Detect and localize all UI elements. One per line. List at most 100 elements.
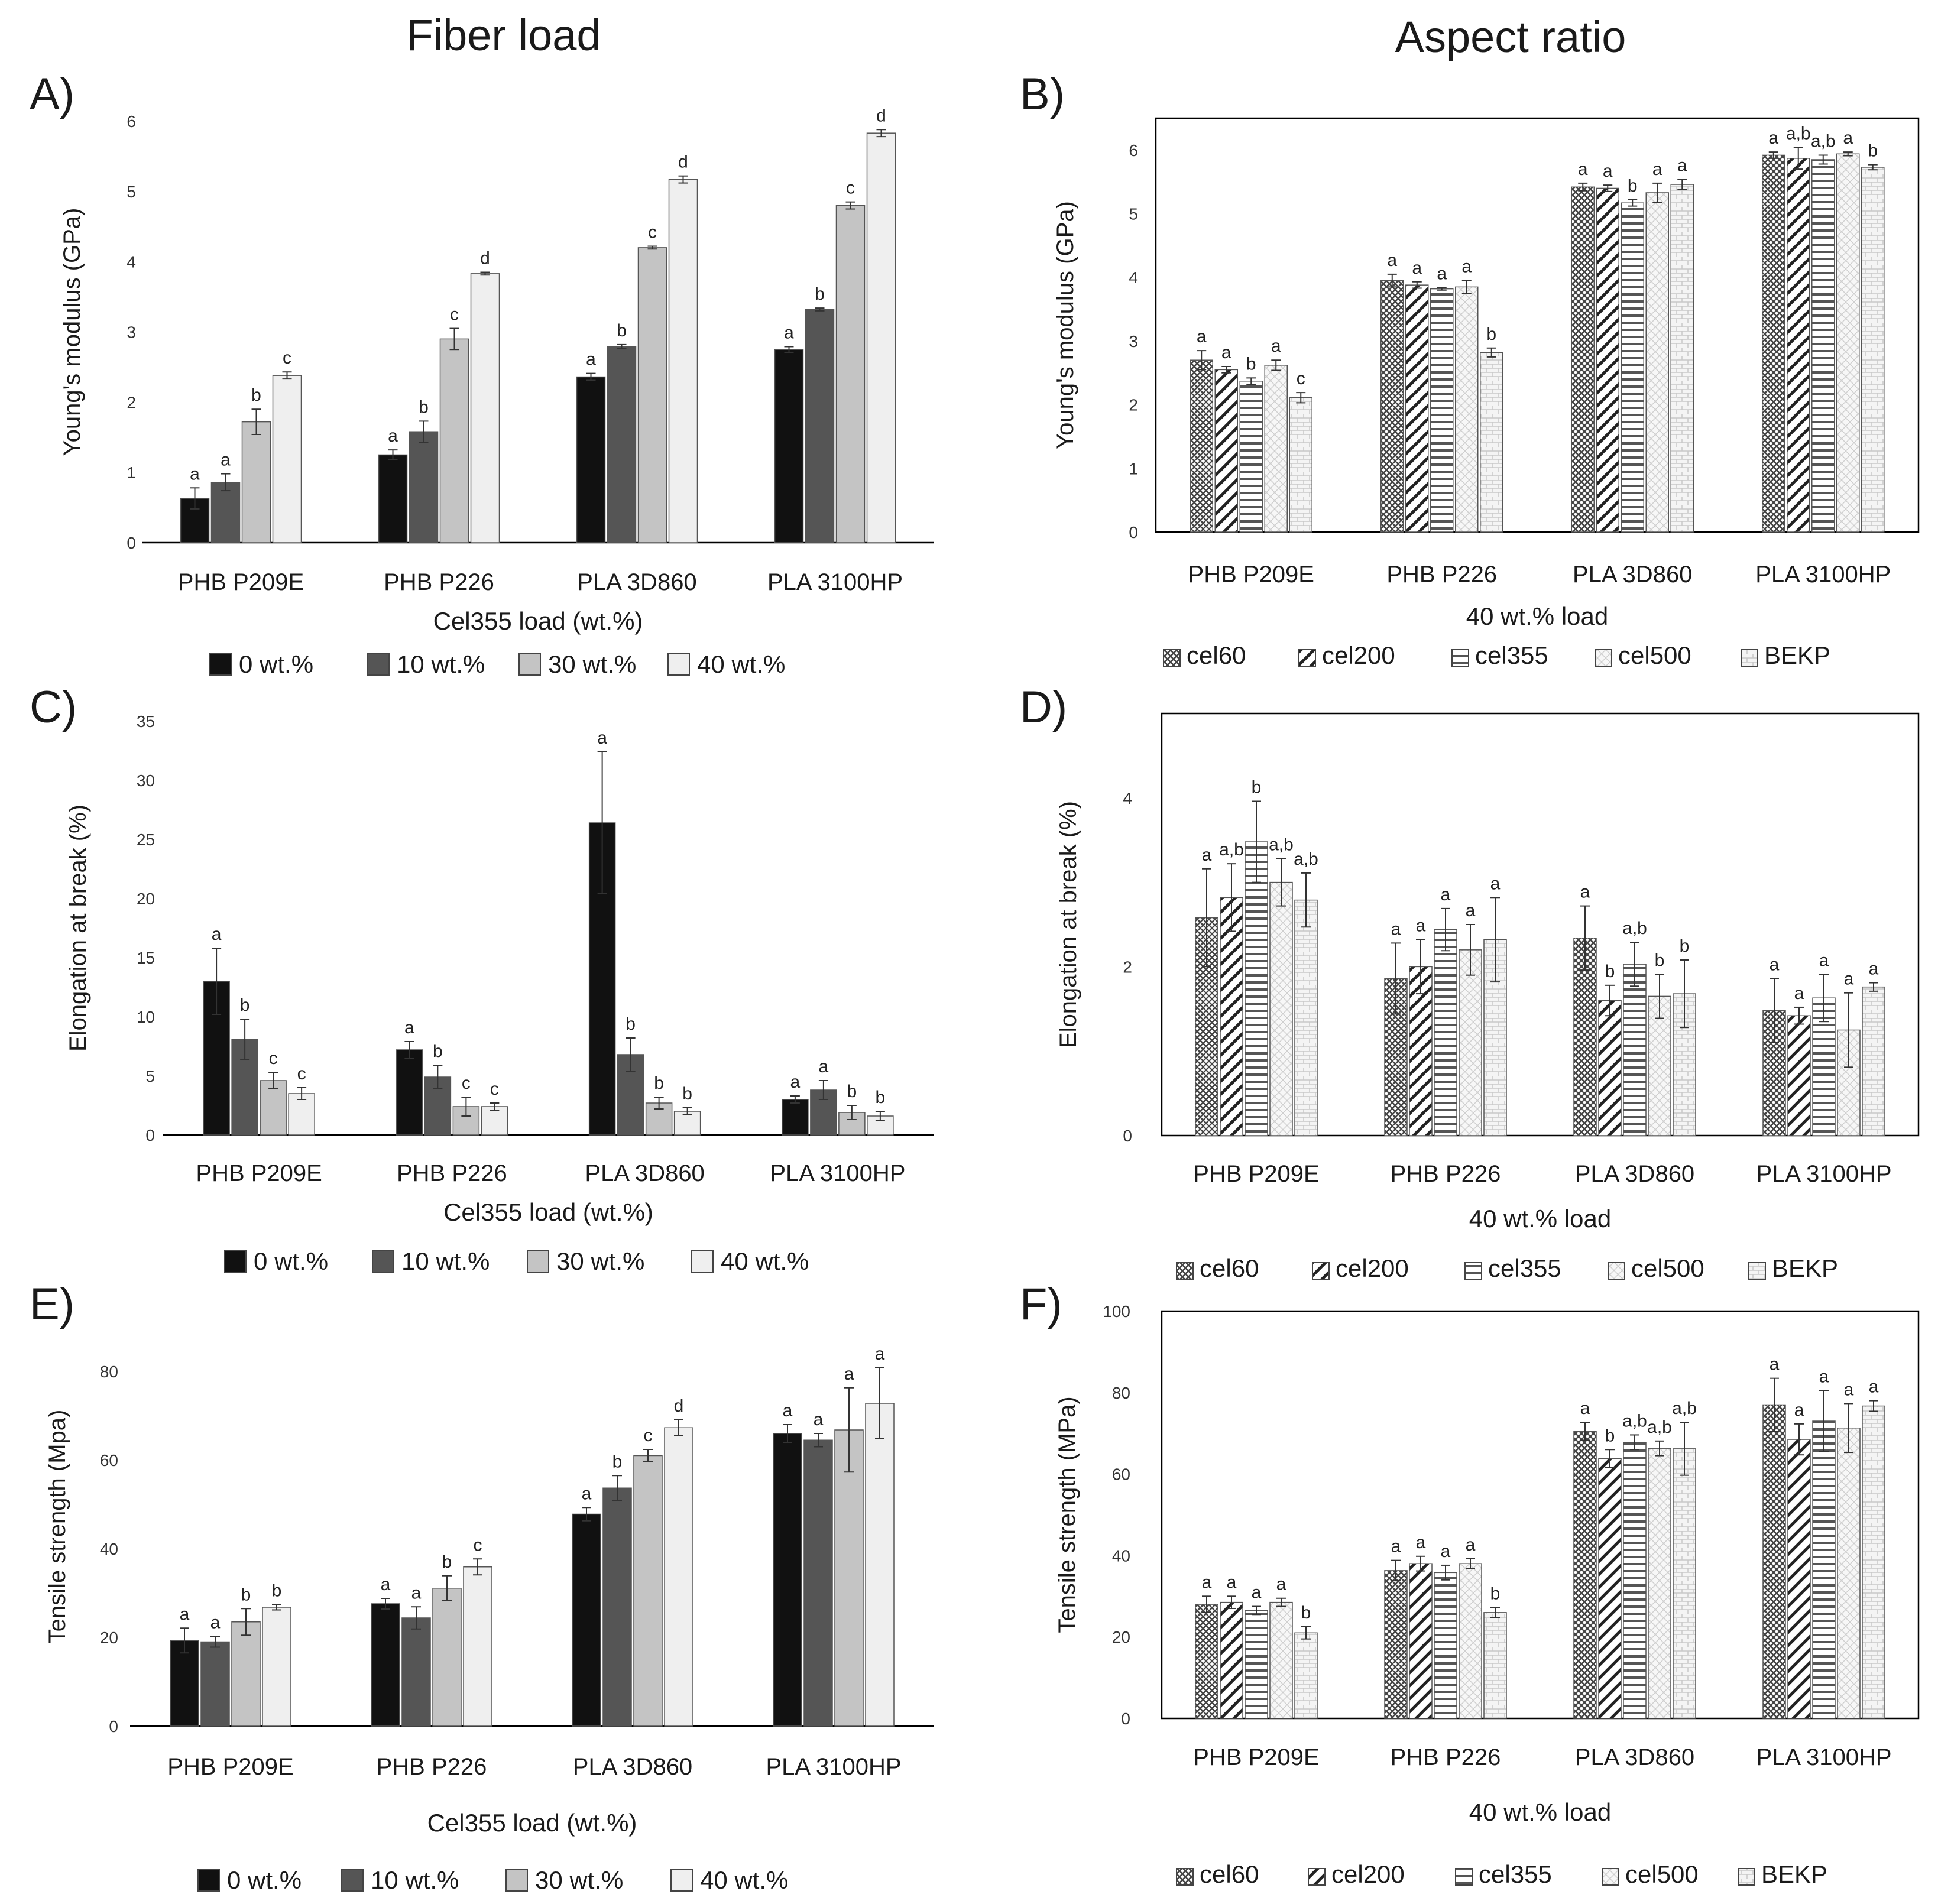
significance-label: a bbox=[1202, 1572, 1212, 1592]
bar bbox=[1812, 1420, 1836, 1719]
legend-swatch bbox=[670, 1869, 693, 1892]
bar bbox=[1787, 1015, 1811, 1136]
legend-swatch bbox=[1455, 1868, 1473, 1886]
significance-label: a bbox=[221, 450, 231, 470]
legend-swatch bbox=[197, 1869, 220, 1892]
significance-label: d bbox=[678, 153, 688, 172]
bar bbox=[1455, 286, 1479, 533]
category-label: PHB P226 bbox=[377, 1754, 487, 1780]
significance-label: a bbox=[1580, 1399, 1590, 1418]
significance-label: a bbox=[1276, 1575, 1286, 1594]
significance-label: a bbox=[381, 1575, 391, 1594]
significance-label: b bbox=[815, 284, 825, 304]
bar bbox=[673, 1111, 701, 1136]
bar bbox=[602, 1487, 632, 1727]
legend-item: 30 wt.% bbox=[518, 650, 636, 678]
significance-label: a bbox=[784, 323, 794, 342]
plot-frame bbox=[1161, 1310, 1920, 1720]
y-tick-label: 4 bbox=[1123, 789, 1132, 807]
bar bbox=[1264, 365, 1288, 533]
significance-label: c bbox=[1297, 369, 1305, 388]
significance-label: b bbox=[1246, 354, 1256, 374]
significance-label: a bbox=[1441, 1542, 1451, 1561]
legend-swatch bbox=[667, 653, 690, 676]
significance-label: a,b bbox=[1811, 131, 1836, 151]
bar bbox=[865, 1403, 895, 1727]
panel-a: A) 0 1 2 3 4 5 6 Young's modulus (GPa) a a b c PHB P2… bbox=[30, 69, 934, 678]
bar bbox=[1573, 1431, 1597, 1719]
significance-label: b bbox=[1680, 936, 1690, 956]
significance-label: c bbox=[648, 223, 657, 242]
significance-label: a bbox=[1461, 257, 1472, 277]
bar bbox=[572, 1513, 601, 1727]
bar bbox=[1245, 841, 1268, 1136]
y-tick-label: 2 bbox=[1123, 958, 1132, 976]
bar bbox=[1459, 1563, 1482, 1719]
significance-label: a bbox=[783, 1401, 793, 1420]
significance-label: b bbox=[1605, 962, 1615, 981]
legend-swatch bbox=[224, 1250, 247, 1273]
legend-label: 30 wt.% bbox=[556, 1247, 644, 1275]
significance-label: a bbox=[790, 1072, 801, 1092]
y-tick-label: 1 bbox=[127, 463, 136, 482]
bar bbox=[1573, 938, 1597, 1136]
legend-swatch bbox=[1312, 1262, 1330, 1280]
significance-label: a bbox=[1603, 161, 1613, 181]
category-label: PLA 3D860 bbox=[577, 569, 696, 595]
legend-item: 0 wt.% bbox=[209, 650, 313, 678]
bar bbox=[1623, 1442, 1647, 1719]
bar bbox=[782, 1099, 809, 1136]
significance-label: a bbox=[1202, 845, 1212, 865]
legend-label: 10 wt.% bbox=[401, 1247, 490, 1275]
significance-label: b bbox=[682, 1084, 692, 1104]
panel-label: B) bbox=[1020, 69, 1065, 119]
bar bbox=[1459, 949, 1482, 1136]
legend-label: 30 wt.% bbox=[548, 650, 636, 678]
bar bbox=[463, 1566, 492, 1727]
significance-label: a bbox=[1466, 901, 1476, 920]
significance-label: c bbox=[462, 1073, 471, 1093]
significance-label: b bbox=[1252, 778, 1262, 797]
category-label: PLA 3D860 bbox=[1575, 1744, 1694, 1770]
bar bbox=[1294, 899, 1318, 1136]
significance-label: a bbox=[1819, 951, 1829, 970]
x-axis-title: 40 wt.% load bbox=[1469, 1205, 1611, 1232]
y-tick-label: 4 bbox=[127, 253, 136, 271]
legend-item: cel200 bbox=[1312, 1254, 1409, 1282]
legend-item: 40 wt.% bbox=[691, 1247, 809, 1275]
y-tick-label: 35 bbox=[137, 712, 155, 731]
significance-label: b bbox=[1868, 141, 1878, 161]
legend-swatch bbox=[518, 653, 541, 676]
category-label: PHB P209E bbox=[178, 569, 304, 595]
bar bbox=[1571, 186, 1595, 533]
significance-label: a bbox=[1221, 343, 1231, 362]
bar bbox=[170, 1640, 199, 1727]
bar bbox=[200, 1641, 230, 1727]
bar bbox=[262, 1607, 291, 1727]
y-tick-label: 0 bbox=[1121, 1710, 1130, 1728]
significance-label: a,b bbox=[1647, 1418, 1672, 1437]
legend-label: cel500 bbox=[1625, 1860, 1699, 1888]
bar bbox=[378, 454, 408, 543]
significance-label: b bbox=[240, 995, 250, 1015]
y-axis-title: Young's modulus (GPa) bbox=[1052, 201, 1078, 449]
legend-swatch bbox=[1308, 1868, 1326, 1886]
bar bbox=[241, 421, 271, 543]
significance-label: b bbox=[1605, 1426, 1615, 1445]
legend-label: 40 wt.% bbox=[721, 1247, 809, 1275]
bar bbox=[834, 1429, 864, 1727]
significance-label: a bbox=[582, 1484, 592, 1503]
significance-label: a bbox=[1416, 1533, 1426, 1552]
significance-label: a bbox=[1227, 1572, 1237, 1592]
bar bbox=[1220, 897, 1243, 1136]
category-label: PHB P226 bbox=[1386, 562, 1497, 588]
panel-label: C) bbox=[30, 682, 77, 732]
significance-label: a,b bbox=[1622, 1411, 1647, 1431]
legend-swatch bbox=[1163, 649, 1181, 667]
legend-label: 0 wt.% bbox=[227, 1866, 302, 1894]
panel-label: F) bbox=[1020, 1279, 1062, 1329]
y-tick-label: 1 bbox=[1129, 459, 1138, 478]
significance-label: b bbox=[626, 1014, 636, 1034]
bar bbox=[1787, 158, 1810, 533]
